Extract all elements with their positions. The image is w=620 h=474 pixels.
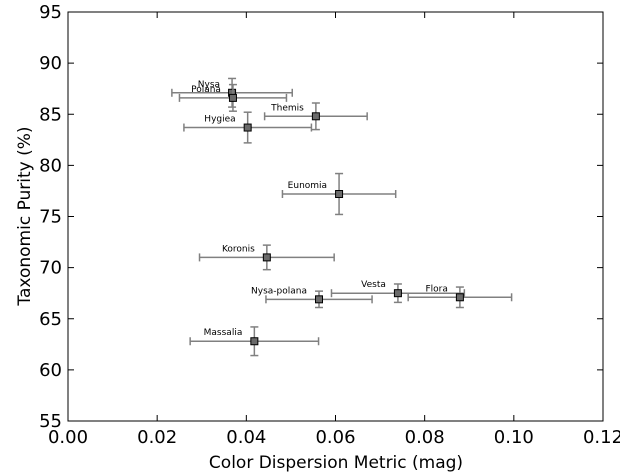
point-label: Themis xyxy=(270,103,304,113)
x-axis-label: Color Dispersion Metric (mag) xyxy=(209,453,463,473)
point-label: Vesta xyxy=(361,280,386,290)
y-tick-label: 65 xyxy=(39,309,62,330)
point-label: Flora xyxy=(425,284,447,294)
data-point xyxy=(243,123,252,132)
y-tick-label: 60 xyxy=(39,360,62,381)
x-tick-label: 0.00 xyxy=(48,427,88,448)
data-point xyxy=(455,293,464,302)
x-tick-label: 0.08 xyxy=(405,427,445,448)
x-tick-label: 0.12 xyxy=(583,427,620,448)
y-tick-label: 55 xyxy=(39,411,62,432)
point-label: Hygiea xyxy=(204,115,235,125)
point-label: Nysa xyxy=(198,80,220,90)
point-label: Polana xyxy=(191,85,221,95)
point-label: Koronis xyxy=(222,244,255,254)
x-tick-label: 0.02 xyxy=(137,427,177,448)
y-tick-label: 75 xyxy=(39,207,62,228)
x-tick-label: 0.10 xyxy=(494,427,534,448)
data-point xyxy=(228,93,237,102)
y-tick-label: 80 xyxy=(39,155,62,176)
data-point xyxy=(250,337,259,346)
plot-frame xyxy=(67,11,604,422)
data-point xyxy=(311,112,320,121)
x-tick-label: 0.04 xyxy=(226,427,266,448)
y-tick-label: 70 xyxy=(39,258,62,279)
y-tick-label: 90 xyxy=(39,53,62,74)
plot-area: 0.00 0.02 0.04 0.06 0.08 0.10 0.12 55 60 65 70 75 80… xyxy=(39,2,620,448)
data-point xyxy=(335,190,344,199)
point-label: Eunomia xyxy=(288,181,327,191)
data-point xyxy=(262,253,271,262)
point-label: Nysa-polana xyxy=(251,286,307,296)
y-axis-label: Taxonomic Purity (%) xyxy=(15,126,35,306)
y-tick-label: 85 xyxy=(39,104,62,125)
point-label: Massalia xyxy=(204,328,243,338)
data-point xyxy=(393,289,402,298)
data-point xyxy=(315,295,324,304)
x-tick-label: 0.06 xyxy=(315,427,355,448)
y-tick-label: 95 xyxy=(39,2,62,23)
